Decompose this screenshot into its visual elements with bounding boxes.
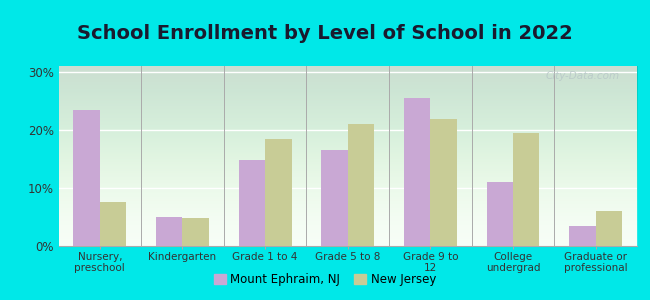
Bar [100,202,126,246]
Bar [487,182,513,246]
Bar [73,110,100,246]
Bar [239,160,265,246]
Bar [156,217,183,246]
Bar [321,150,348,246]
Bar [569,226,595,246]
Bar [265,139,292,246]
Bar [348,124,374,246]
Bar [430,119,457,246]
Text: School Enrollment by Level of School in 2022: School Enrollment by Level of School in … [77,24,573,43]
Bar [513,133,540,246]
Bar [404,98,430,246]
Bar [183,218,209,246]
Bar [595,211,622,246]
Legend: Mount Ephraim, NJ, New Jersey: Mount Ephraim, NJ, New Jersey [209,269,441,291]
Text: City-Data.com: City-Data.com [545,71,619,81]
